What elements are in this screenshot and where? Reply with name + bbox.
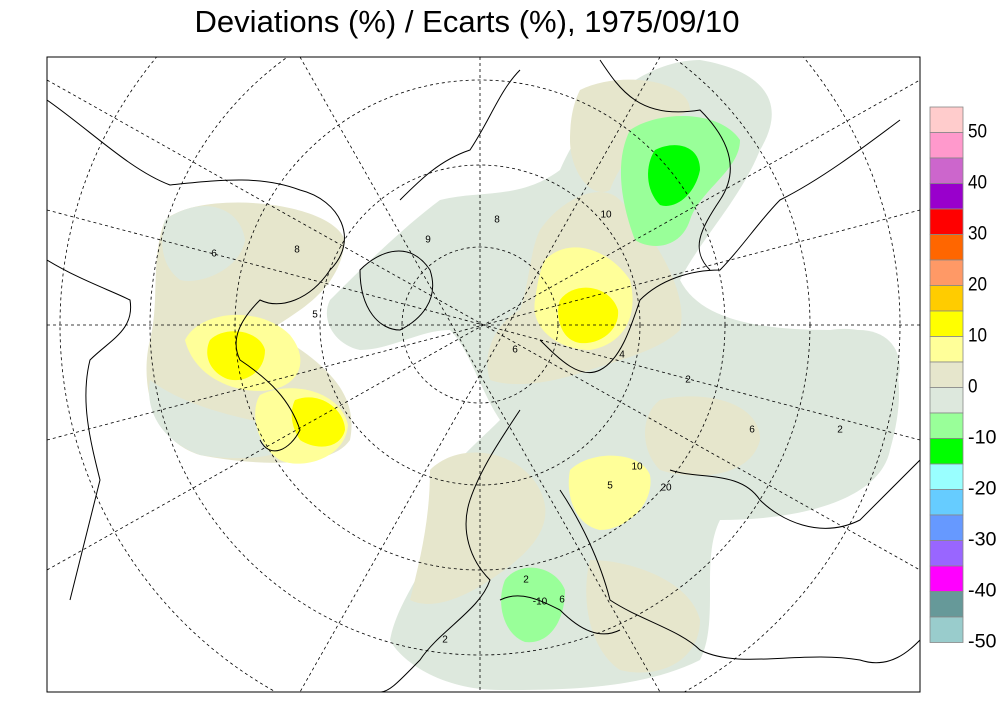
legend-label: 50 [968,122,987,143]
map-title: Deviations (%) / Ecarts (%), 1975/09/10 [195,4,740,39]
legend-swatch [929,208,964,235]
legend-label: -20 [968,479,997,500]
legend-label: 20 [968,275,987,296]
legend-swatch [929,183,964,210]
legend: 50 40 30 20 10 0 -10 -20 -30 -40 -50 [929,106,997,653]
legend-swatch [929,336,964,363]
contour-label: 2 [442,635,448,646]
contour-labels: 8 6 9 5 8 10 6 4 2 6 2 10 5 20 6 2 -10 2 [211,210,843,646]
contour-label: 8 [294,245,300,256]
legend-swatch [929,616,964,643]
contour-label: 2 [685,375,691,386]
legend-label: 30 [968,224,987,245]
legend-swatch [929,591,964,618]
map-frame [46,56,921,693]
contour-label: 8 [494,215,500,226]
legend-label: -10 [968,428,997,449]
contour-label: 4 [619,350,625,361]
contour-label: 2 [523,575,529,586]
contour-label: 6 [749,425,755,436]
legend-swatch [929,106,964,133]
contour-label: 9 [425,235,431,246]
coastlines [47,59,920,692]
legend-swatch [929,463,964,490]
graticule [47,57,920,692]
legend-label: -40 [968,581,997,602]
legend-swatch [929,132,964,159]
contour-label: 5 [607,481,613,492]
shading [146,60,900,690]
contour-label: 10 [600,210,612,221]
legend-swatch [929,565,964,592]
contour-label: -10 [533,597,548,608]
legend-swatch [929,157,964,184]
legend-swatch [929,259,964,286]
legend-swatch [929,361,964,388]
contour-label: 20 [660,483,672,494]
legend-swatch [929,514,964,541]
legend-swatch [929,310,964,337]
legend-label: 0 [968,377,978,398]
legend-swatch [929,540,964,567]
legend-swatch [929,412,964,439]
legend-swatch [929,285,964,312]
contour-label: 6 [512,345,518,356]
legend-label: 10 [968,326,987,347]
legend-swatch [929,489,964,516]
legend-swatch [929,438,964,465]
contour-label: 6 [211,249,217,260]
legend-label: -30 [968,530,997,551]
legend-swatch [929,234,964,261]
legend-label: -50 [968,632,997,653]
contour-label: 10 [631,462,643,473]
contour-label: 2 [837,425,843,436]
contour-label: 6 [559,595,565,606]
legend-label: 40 [968,173,987,194]
legend-swatch [929,387,964,414]
map-area: 8 6 9 5 8 10 6 4 2 6 2 10 5 20 6 2 -10 2 [47,57,920,692]
contour-label: 5 [312,310,318,321]
